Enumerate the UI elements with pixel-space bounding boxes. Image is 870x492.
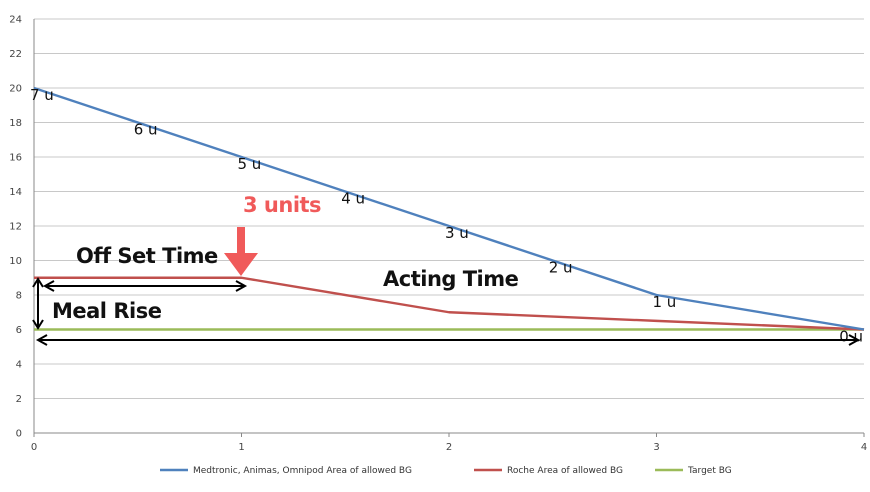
series-lines: [33, 86, 865, 331]
y-tick-label: 10: [9, 256, 22, 267]
y-tick-label: 8: [16, 291, 22, 302]
y-tick-label: 16: [9, 153, 22, 164]
three-units-arrow: [224, 227, 258, 276]
acting-time-label: Acting Time: [383, 267, 519, 291]
y-tick-label: 12: [9, 222, 22, 233]
offset-time-label: Off Set Time: [76, 244, 218, 268]
offset-time-arrow: [42, 280, 248, 292]
y-tick-label: 0: [16, 429, 22, 440]
legend-entry: Medtronic, Animas, Omnipod Area of allow…: [193, 466, 412, 476]
point-label: 1 u: [653, 293, 677, 311]
y-tick-label: 20: [9, 84, 22, 95]
three-units-label: 3 units: [243, 193, 321, 217]
legend-entry: Roche Area of allowed BG: [507, 466, 623, 476]
acting-time-arrow: [35, 334, 861, 346]
x-axis-ticks: 0 1 2 3 4: [31, 433, 867, 453]
y-tick-label: 14: [9, 187, 22, 198]
series-line-0: [33, 86, 865, 331]
point-labels: 7 u6 u5 u4 u3 u2 u1 u0 u: [30, 86, 863, 345]
point-label: 5 u: [238, 155, 262, 173]
meal-rise-arrow: [32, 277, 44, 330]
annotations: 3 units Off Set Time Acting Time Meal Ri…: [32, 193, 861, 346]
legend-entry: Target BG: [687, 466, 732, 476]
point-label: 6 u: [134, 120, 158, 138]
x-tick-label: 0: [31, 442, 37, 453]
y-tick-label: 24: [9, 15, 22, 26]
point-label: 3 u: [445, 224, 469, 242]
series-line-1: [34, 276, 865, 331]
y-tick-label: 4: [16, 360, 22, 371]
x-tick-label: 1: [238, 442, 244, 453]
y-tick-label: 22: [9, 49, 22, 60]
y-tick-label: 18: [9, 118, 22, 129]
x-tick-label: 2: [446, 442, 452, 453]
y-tick-label: 2: [16, 394, 22, 405]
meal-rise-label: Meal Rise: [52, 299, 162, 323]
y-tick-label: 6: [16, 325, 22, 336]
point-label: 2 u: [549, 258, 573, 276]
legend: Medtronic, Animas, Omnipod Area of allow…: [160, 466, 732, 476]
point-label: 4 u: [341, 189, 365, 207]
gridlines: [33, 18, 864, 434]
x-tick-label: 4: [861, 442, 867, 453]
x-tick-label: 3: [653, 442, 659, 453]
point-label: 7 u: [30, 86, 54, 104]
